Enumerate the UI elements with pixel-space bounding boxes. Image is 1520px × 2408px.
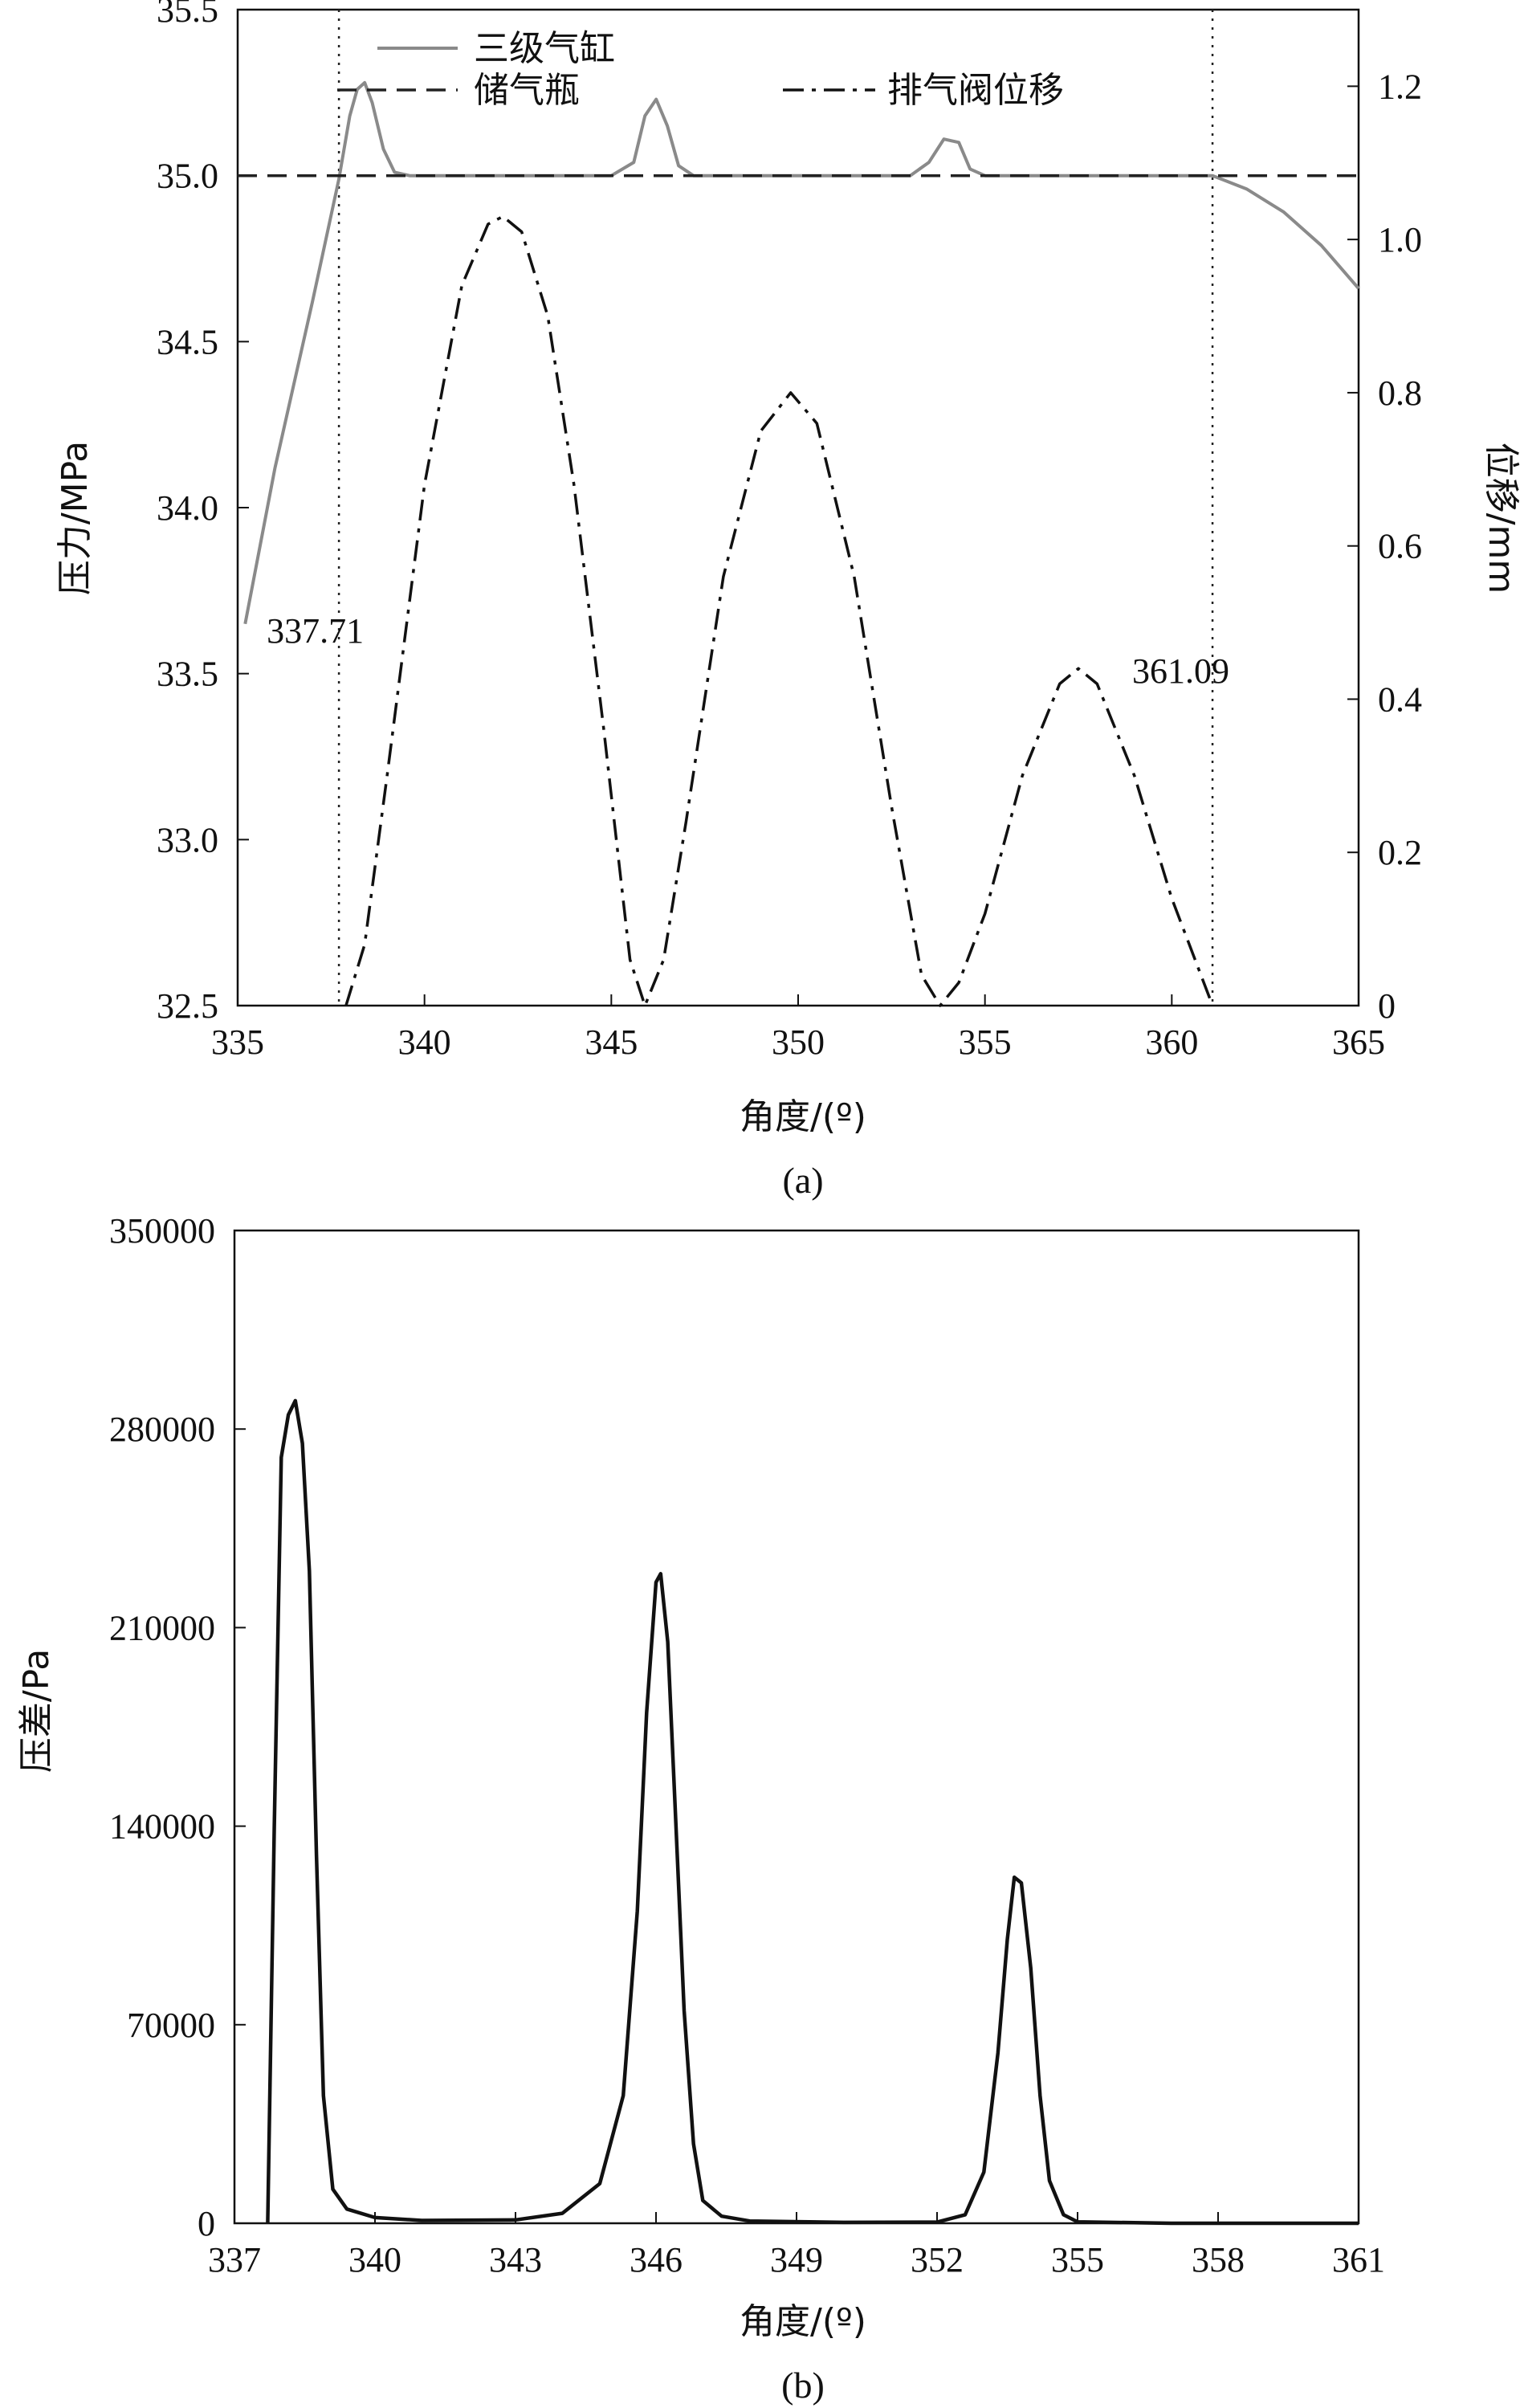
chart-a-x-tick-label: 360	[1145, 1022, 1198, 1062]
chart-a-y2-axis-label: 位移/mm	[1481, 443, 1520, 594]
chart-b-x-tick-label: 355	[1051, 2240, 1104, 2279]
chart-b-x-tick-label: 346	[630, 2240, 683, 2279]
chart-b-plot-frame	[233, 1229, 1360, 2225]
chart-a-y-tick-label: 35.5	[157, 0, 218, 30]
chart-b-y-tick-label: 70000	[127, 2006, 215, 2045]
chart-b-x-tick-label: 337	[208, 2240, 261, 2279]
chart-b-y-tick-label: 140000	[109, 1807, 215, 1847]
chart-b-x-tick-label: 352	[911, 2240, 964, 2279]
chart-a-x-tick-label: 340	[398, 1022, 451, 1062]
chart-a-y-tick-label: 33.0	[157, 820, 218, 859]
chart-a-y2-tick-label: 0.6	[1378, 527, 1422, 566]
chart-a-x-tick-label: 335	[211, 1022, 264, 1062]
chart-a-legend-label: 排气阀位移	[887, 70, 1064, 111]
chart-a-y-tick-label: 33.5	[157, 655, 218, 694]
chart-b-x-tick-label: 361	[1332, 2240, 1385, 2279]
chart-a-annotation: 337.71	[267, 611, 364, 651]
chart-a-y2-tick-label: 0.2	[1378, 833, 1422, 872]
chart-a-plot-frame	[236, 8, 1360, 1007]
chart-b-y-axis-label: 压差/Pa	[16, 1649, 57, 1773]
chart-b-series-line-0	[266, 1398, 1359, 2226]
chart-a-y2-tick-label: 1.2	[1378, 67, 1422, 106]
chart-b-y-tick-label: 350000	[109, 1211, 215, 1251]
chart-b-y-tick-label: 0	[198, 2204, 215, 2243]
chart-b-y-tick-label: 210000	[109, 1608, 215, 1647]
chart-a-legend-label: 三级气缸	[474, 28, 615, 69]
chart-b-caption: (b)	[781, 2365, 825, 2406]
chart-b-y-tick-label: 280000	[109, 1410, 215, 1449]
chart-a-annotation: 361.09	[1132, 651, 1229, 691]
chart-a-x-axis-label: 角度/(º)	[740, 1096, 866, 1137]
chart-b-x-tick-label: 343	[489, 2240, 542, 2279]
chart-a-y2-tick-label: 1.0	[1378, 220, 1422, 259]
chart-b: (b) 角度/(º) 压差/Pa 337 340 343 346 349 352 355 35…	[16, 1211, 1385, 2406]
chart-a-y2-tick-label: 0.8	[1378, 373, 1422, 413]
chart-a-series-line-0	[243, 80, 1360, 625]
chart-a-x-tick-label: 345	[585, 1022, 638, 1062]
chart-a-caption: (a)	[782, 1160, 823, 1201]
chart-a-y-tick-label: 35.0	[157, 157, 218, 196]
chart-a-x-tick-label: 350	[772, 1022, 825, 1062]
chart-b-x-tick-label: 358	[1192, 2240, 1245, 2279]
chart-a-y-axis-label: 压力/MPa	[55, 441, 96, 595]
chart-a: (a) 角度/(º) 压力/MPa 位移/mm 335 340 345 350 355 3…	[55, 0, 1520, 1201]
chart-b-x-tick-label: 340	[348, 2240, 401, 2279]
chart-b-x-axis-label: 角度/(º)	[740, 2301, 866, 2342]
chart-a-y-tick-label: 34.0	[157, 488, 218, 528]
chart-b-x-tick-label: 349	[770, 2240, 823, 2279]
chart-a-y-tick-label: 32.5	[157, 986, 218, 1026]
chart-a-y2-tick-label: 0.4	[1378, 680, 1422, 719]
chart-a-y2-tick-label: 0	[1378, 986, 1396, 1026]
chart-a-series-line-2	[344, 214, 1214, 1007]
chart-a-x-tick-label: 355	[959, 1022, 1012, 1062]
chart-a-x-tick-label: 365	[1332, 1022, 1385, 1062]
chart-a-legend-label: 储气瓶	[474, 70, 580, 111]
chart-a-y-tick-label: 34.5	[157, 322, 218, 361]
